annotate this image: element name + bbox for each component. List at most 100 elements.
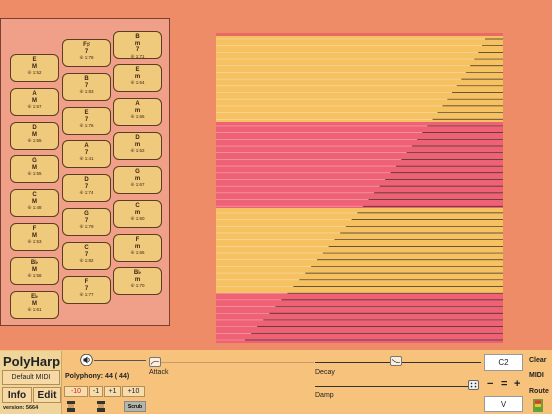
chord-label: M: [32, 63, 37, 70]
route-label: Route: [529, 388, 549, 395]
chord-label: B: [135, 34, 140, 40]
note-field[interactable]: C2: [484, 354, 523, 371]
chord-label: m: [134, 141, 141, 148]
chord-detail: ⑥ 1:78: [79, 55, 94, 60]
equals-button[interactable]: =: [501, 378, 508, 390]
dice-icon[interactable]: [468, 380, 479, 390]
edit-button[interactable]: Edit: [33, 387, 61, 403]
chord-detail: ⑥ 1:57: [27, 104, 42, 109]
chord-label: B: [84, 76, 89, 82]
chord-label: D: [32, 125, 37, 131]
envelope-icon[interactable]: [390, 356, 402, 366]
chord-label: M: [32, 97, 37, 104]
minus-button[interactable]: −: [487, 378, 494, 390]
chord-label: B♭: [133, 270, 142, 276]
chord-label: F♯: [83, 42, 90, 48]
chord-label: E: [135, 67, 140, 73]
route-icon[interactable]: [533, 399, 543, 412]
chord-detail: ⑥ 1:82: [79, 258, 94, 263]
chord-detail: ⑥ 1:41: [79, 156, 94, 161]
pedal-icon[interactable]: [95, 401, 107, 412]
chord-label: 7: [84, 116, 89, 123]
chord-detail: ⑥ 1:66: [130, 114, 145, 119]
chord-detail: ⑥ 1:79: [79, 224, 94, 229]
harp-color-band: [216, 293, 503, 343]
harp-strings-graphic[interactable]: [216, 33, 503, 343]
scrub-button[interactable]: Scrub: [124, 401, 146, 412]
app-title: PolyHarp: [3, 354, 61, 369]
chord-detail: ⑥ 1:74: [79, 190, 94, 195]
chord-detail: ⑥ 1:62: [130, 148, 145, 153]
attack-slider-track[interactable]: [149, 362, 314, 363]
chord-label: 7: [84, 48, 89, 55]
pedal-icon[interactable]: [65, 401, 77, 412]
chord-label: G: [32, 158, 37, 164]
chord-button[interactable]: B♭ M ⑥ 1:58: [10, 257, 59, 285]
default-midi-button[interactable]: Default MIDI: [2, 370, 60, 385]
speaker-icon[interactable]: [80, 354, 93, 366]
plus-button[interactable]: +: [514, 378, 521, 390]
chord-detail: ⑥ 1:58: [27, 273, 42, 278]
polyphony-minus1-button[interactable]: -1: [89, 386, 103, 397]
chord-label: 7: [84, 251, 89, 258]
polyphony-plus10-button[interactable]: +10: [122, 386, 145, 397]
chord-label: m: [134, 40, 141, 47]
damp-slider[interactable]: [315, 386, 473, 387]
chord-label: m: [134, 243, 141, 250]
harp-string-area[interactable]: [216, 33, 503, 343]
chord-label: D: [135, 135, 140, 141]
clear-button[interactable]: Clear: [529, 357, 547, 364]
polyphony-plus1-button[interactable]: +1: [104, 386, 121, 397]
envelope-icon[interactable]: [149, 357, 161, 367]
attack-label: Attack: [149, 369, 169, 376]
chord-button[interactable]: F♯ 7 ⑥ 1:78: [62, 39, 111, 67]
chord-detail: ⑥ 1:64: [130, 80, 145, 85]
chord-detail: ⑥ 1:52: [27, 70, 42, 75]
chord-label: C: [32, 192, 37, 198]
chord-button[interactable]: B♭ m ⑥ 1:70: [113, 267, 162, 295]
chord-label: G: [135, 169, 140, 175]
chord-label: m: [134, 209, 141, 216]
volume-slider[interactable]: [94, 360, 146, 361]
voice-field[interactable]: V: [484, 396, 523, 412]
chord-label: 7: [84, 149, 89, 156]
chord-detail: ⑥ 1:70: [130, 283, 145, 288]
info-button[interactable]: Info: [2, 387, 32, 403]
chord-detail: ⑥ 1:66: [130, 250, 145, 255]
chord-button[interactable]: E♭ M ⑥ 1:61: [10, 291, 59, 319]
chord-label: C: [135, 203, 140, 209]
polyphony-label: Polyphony: 44 ( 44): [65, 373, 130, 380]
chord-detail: ⑥ 1:71: [130, 53, 145, 59]
chord-label: B♭: [30, 260, 39, 266]
chord-label: E♭: [31, 294, 38, 300]
chord-detail: ⑥ 1:83: [79, 89, 94, 94]
harp-color-band: [216, 36, 503, 122]
chord-label: A: [32, 91, 37, 97]
polyphony-minus10-button[interactable]: -10: [64, 386, 88, 397]
chord-label: A: [135, 101, 140, 107]
chord-label: F: [32, 226, 37, 232]
chord-label: D: [84, 177, 89, 183]
chord-label: G: [84, 211, 89, 217]
